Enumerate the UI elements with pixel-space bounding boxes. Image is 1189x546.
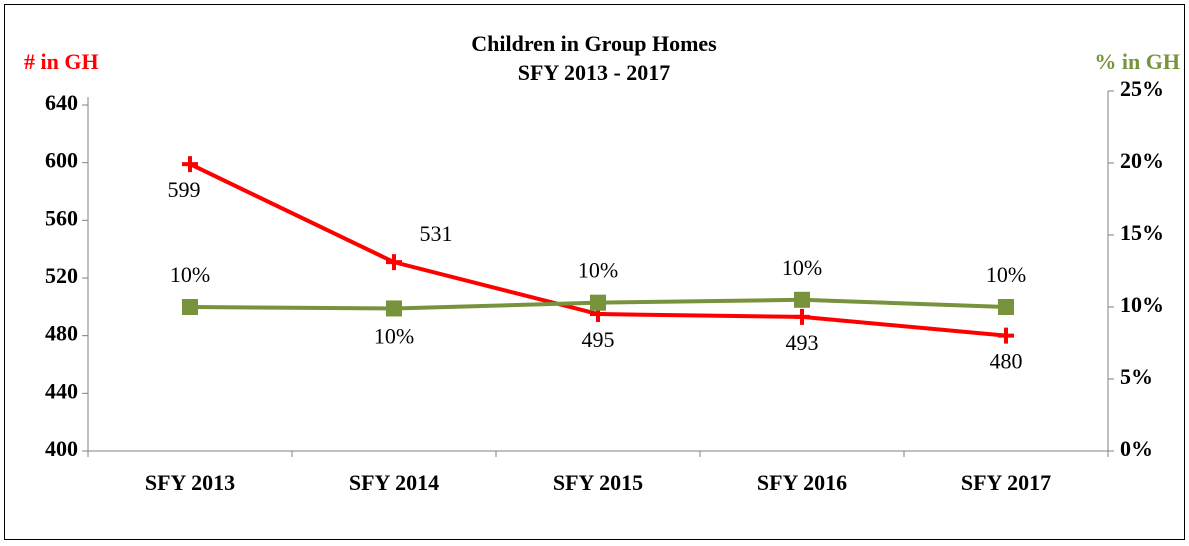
data-label: 493 [786,330,819,355]
marker [590,294,606,311]
data-label: 531 [420,221,453,246]
y2-tick-label: 20% [1120,148,1164,173]
y2-tick-label: 15% [1120,220,1164,245]
chart-title: Children in Group Homes [471,31,717,56]
chart-border [4,4,1185,540]
y-tick-label: 400 [45,436,78,461]
data-label: 10% [986,262,1026,287]
y-tick-label: 600 [45,148,78,173]
y-tick-label: 560 [45,205,78,230]
marker [182,299,198,315]
x-tick-label: SFY 2017 [961,470,1051,495]
marker [182,156,198,173]
x-tick-label: SFY 2014 [349,470,439,495]
marker [386,254,402,271]
y2-tick-label: 10% [1120,292,1164,317]
chart-subtitle: SFY 2013 - 2017 [518,60,671,85]
data-label: 495 [582,327,615,352]
data-label: 10% [170,262,210,287]
marker [998,299,1014,315]
data-label: 480 [990,349,1023,374]
y2-axis-label: % in GH [1094,49,1180,74]
y-axis-label: # in GH [24,49,99,74]
y2-tick-label: 0% [1120,436,1153,461]
marker [386,300,402,317]
x-tick-label: SFY 2015 [553,470,643,495]
data-label: 599 [168,177,201,202]
data-label: 10% [782,255,822,280]
marker [794,291,810,308]
y-tick-label: 440 [45,378,78,403]
marker [794,308,810,325]
y2-tick-label: 5% [1120,364,1153,389]
marker [590,306,606,323]
y-tick-label: 640 [45,90,78,115]
data-label: 10% [374,323,414,348]
data-label: 10% [578,258,618,283]
y-tick-label: 480 [45,321,78,346]
y-tick-label: 520 [45,263,78,288]
x-tick-label: SFY 2013 [145,470,235,495]
marker [998,327,1014,344]
x-tick-label: SFY 2016 [757,470,847,495]
y2-tick-label: 25% [1120,76,1164,101]
